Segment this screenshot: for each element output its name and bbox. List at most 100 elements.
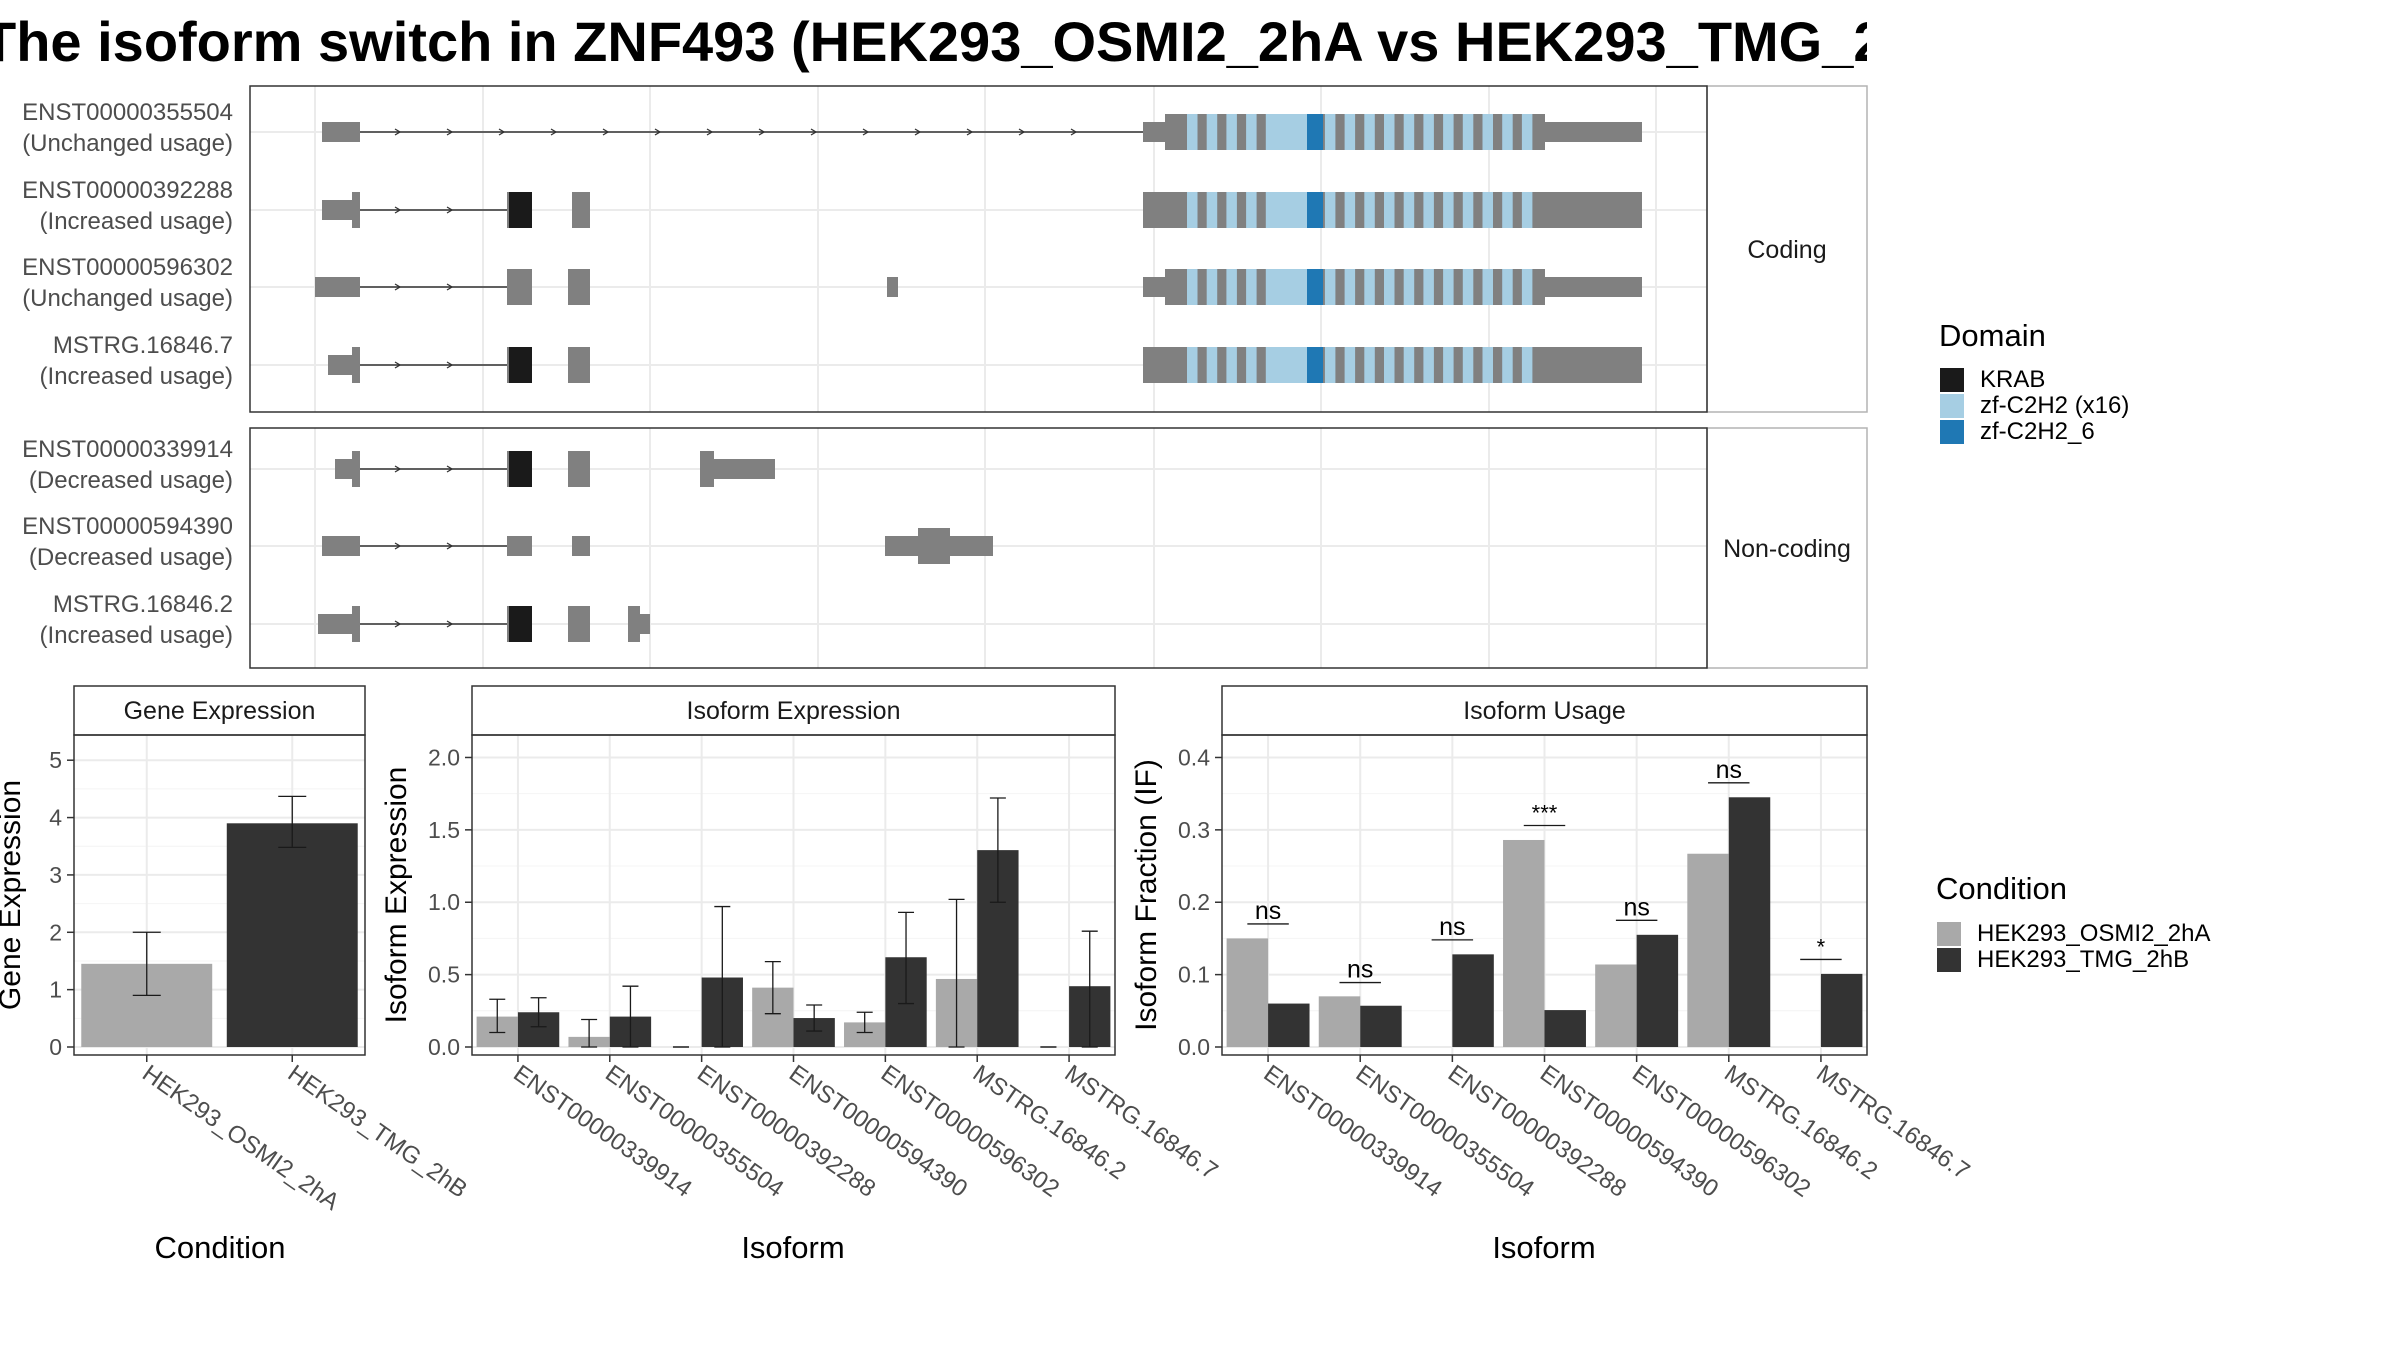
significance-label: *: [1817, 934, 1826, 959]
exon: [714, 459, 775, 479]
zf-c2h2-domain: [1462, 269, 1474, 305]
plot-title: The isoform switch in ZNF493 (HEK293_OSM…: [0, 10, 1867, 73]
zf-c2h2-domain: [1187, 269, 1198, 305]
y-axis-title: Isoform Expression: [380, 767, 413, 1024]
transcript-usage-label: (Unchanged usage): [22, 130, 233, 157]
intron-arrow: [446, 206, 454, 214]
zf-c2h2-domain: [1462, 192, 1474, 228]
bar-HEK293_OSMI2_2hA-ENST00000596302: [1595, 964, 1637, 1047]
domain-legend-title: Domain: [1939, 318, 2046, 353]
zf-c2h2-6-swatch: [1940, 420, 1964, 444]
panel-strip: [73, 685, 366, 736]
exon: [628, 606, 640, 642]
zf-c2h2-domain: [1502, 269, 1513, 305]
zf-c2h2-domain: [1482, 269, 1493, 305]
zf-c2h2-domain: [1226, 347, 1237, 383]
zf-c2h2-domain: [1206, 269, 1218, 305]
zf-c2h2-domain: [1384, 269, 1395, 305]
intron-arrow: [446, 361, 454, 369]
transcript-row-2: ENST00000596302 (Unchanged usage): [22, 254, 1642, 312]
significance-label: ns: [1255, 897, 1281, 925]
intron-arrow: [446, 465, 454, 473]
zf-c2h2-domain: [1384, 192, 1395, 228]
zf-c2h2-domain: [1403, 347, 1415, 383]
krab-domain: [509, 192, 532, 228]
intron-arrow: [862, 128, 870, 136]
transcript-id-label: MSTRG.16846.7: [53, 332, 233, 359]
exon: [1545, 277, 1642, 297]
intron-arrow: [394, 620, 402, 628]
intron-arrow: [446, 128, 454, 136]
zf-c2h2-domain: [1384, 114, 1395, 150]
zf-c2h2-domain: [1364, 347, 1375, 383]
zf-c2h2-domain: [1384, 347, 1395, 383]
bar-HEK293_TMG_2hB: [226, 823, 358, 1047]
transcript-id-label: ENST00000594390: [22, 513, 233, 540]
significance-label: ns: [1439, 913, 1465, 941]
x-tick-label: MSTRG.16846.2: [968, 1060, 1131, 1185]
intron-arrow: [966, 128, 974, 136]
transcript-row-6: MSTRG.16846.2 (Increased usage): [40, 591, 650, 649]
bar-HEK293_OSMI2_2hA-ENST00000355504: [1318, 996, 1361, 1047]
zf-c2h2-domain: [1187, 114, 1198, 150]
bar-HEK293_TMG_2hB-MSTRG.16846.7: [1820, 973, 1863, 1047]
zf-c2h2-domain: [1423, 114, 1434, 150]
zf-c2h2-domain: [1462, 114, 1474, 150]
bar-HEK293_TMG_2hB-ENST00000355504: [1360, 1005, 1402, 1047]
y-tick-label: 3: [49, 862, 62, 888]
krab-swatch: [1940, 368, 1964, 392]
y-tick-label: 1: [49, 977, 62, 1003]
zf-c2h2-domain: [1443, 347, 1454, 383]
intron-arrow: [602, 128, 610, 136]
exon: [700, 451, 714, 487]
intron-arrow: [498, 128, 506, 136]
zf-c2h2-domain: [1271, 347, 1307, 383]
panel-strip: [471, 685, 1116, 736]
zf-c2h2-domain: [1324, 269, 1336, 305]
y-tick-label: 0.0: [428, 1034, 460, 1060]
zf-c2h2-domain: [1443, 192, 1454, 228]
bar-panel-1: Isoform Expression 0.0 0.5 1.0 1.5 2.0 Isoform…: [380, 685, 1223, 1265]
exon: [507, 536, 532, 556]
intron-arrow: [706, 128, 714, 136]
intron-arrow: [394, 128, 402, 136]
zf-c2h2-domain: [1324, 114, 1336, 150]
exon: [352, 606, 360, 642]
zf-c2h2-domain: [1423, 192, 1434, 228]
y-tick-label: 0.0: [1178, 1034, 1210, 1060]
zf-c2h2-domain: [1324, 347, 1336, 383]
intron-arrow: [446, 542, 454, 550]
x-axis-title: Condition: [155, 1230, 286, 1265]
zf-c2h2-domain: [1271, 269, 1307, 305]
zf-c2h2-domain: [1443, 114, 1454, 150]
transcript-row-3: MSTRG.16846.7 (Increased usage): [40, 332, 1642, 390]
krab-domain: [509, 606, 532, 642]
zf-c2h2-domain: [1344, 114, 1356, 150]
transcript-id-label: ENST00000355504: [22, 99, 233, 126]
exon: [315, 277, 360, 297]
zf-c2h2-6-domain: [1307, 114, 1323, 150]
exon: [572, 192, 590, 228]
zf-c2h2-6-domain: [1307, 347, 1323, 383]
zf-c2h2-domain: [1403, 269, 1415, 305]
zf-c2h2-domain: [1443, 269, 1454, 305]
transcript-usage-label: (Increased usage): [40, 363, 233, 390]
intron-arrow: [394, 542, 402, 550]
y-tick-label: 1.0: [428, 889, 460, 915]
bar-HEK293_TMG_2hB-ENST00000392288: [1452, 954, 1494, 1047]
transcript-id-label: MSTRG.16846.2: [53, 591, 233, 618]
zf-c2h2-domain: [1364, 192, 1375, 228]
krab-domain: [509, 347, 532, 383]
condition-legend-b: HEK293_TMG_2hB: [1977, 946, 2190, 973]
zf-c2h2-6-domain: [1307, 192, 1323, 228]
significance-label: ns: [1623, 893, 1649, 921]
domain-legend-krab: KRAB: [1980, 366, 2046, 393]
significance-label: ns: [1716, 756, 1742, 784]
y-tick-label: 0.1: [1178, 962, 1210, 988]
zf-c2h2-domain: [1403, 114, 1415, 150]
panel-border: [73, 734, 366, 1056]
domain-legend-zf-c2h2-6: zf-C2H2_6: [1980, 418, 2095, 445]
zf-c2h2-domain: [1187, 347, 1198, 383]
exon: [1143, 122, 1165, 142]
